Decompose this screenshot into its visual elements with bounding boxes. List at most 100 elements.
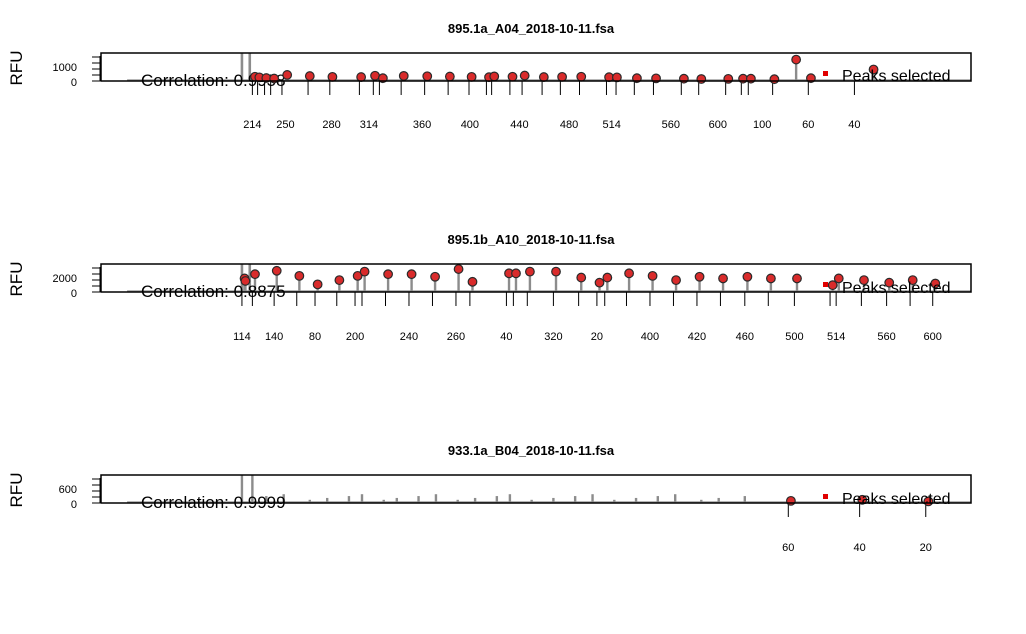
panel-1-size-label: 440 — [510, 119, 528, 131]
panel-2-size-label: 460 — [736, 331, 754, 343]
panel-1-peak-marker — [868, 64, 879, 75]
panel-2-size-label: 40 — [500, 331, 512, 343]
panel-1-peak-marker — [444, 71, 455, 82]
panel-2-size-label: 260 — [447, 331, 465, 343]
panel-3-ytick-zero: 0 — [71, 499, 77, 511]
panel-2-peak-marker — [624, 268, 634, 279]
panel-3-yaxis — [92, 478, 101, 504]
panel-1-size-label: 60 — [802, 119, 814, 131]
panel-2-size-label: 420 — [688, 331, 706, 343]
panel-1-size-label: 600 — [709, 119, 727, 131]
panel-2-peak-marker — [430, 271, 440, 282]
panel-2-peak-marker — [525, 266, 535, 277]
panel-3-peak-marker — [786, 495, 796, 506]
panel-1-peaks — [250, 54, 879, 85]
panel-2-legend: Peaks selected — [823, 280, 951, 297]
panel-2-size-label: 514 — [827, 331, 845, 343]
panel-1-legend-marker — [823, 71, 828, 76]
panel-2-peak-marker — [718, 273, 728, 284]
panel-2-peak-marker — [694, 271, 705, 282]
panel-2: 895.1b_A10_2018-10-11.fsa RFU 2000 0 114… — [7, 232, 972, 343]
panel-1-size-label: 250 — [276, 119, 294, 131]
panel-1-peak-marker — [696, 74, 707, 84]
panel-2-size-label: 80 — [309, 331, 321, 343]
panel-1-peak-marker — [576, 71, 587, 82]
panel-2-peak-marker — [930, 278, 941, 289]
panel-2-peak-marker — [511, 268, 521, 279]
panel-2-size-label: 114 — [233, 331, 251, 343]
panel-2-peak-marker — [453, 264, 464, 274]
panel-2-peak-marker — [250, 269, 260, 280]
panel-3-size-labels: 60 40 20 — [782, 542, 932, 554]
panel-2-peak-marker — [312, 279, 323, 290]
panel-2-size-label: 600 — [924, 331, 942, 343]
panel-2-peak-marker — [827, 280, 838, 291]
panel-1-peak-marker — [327, 71, 338, 82]
panel-3-ytick-high: 600 — [59, 484, 77, 496]
panel-2-peak-marker — [334, 275, 345, 286]
panel-2-ylabel: RFU — [7, 262, 26, 297]
panel-2-ytick-high: 2000 — [53, 273, 77, 285]
panel-1-peak-marker — [422, 71, 433, 82]
panel-2-peak-marker — [792, 273, 802, 284]
panel-1-peak-marker — [557, 71, 567, 82]
panel-1-peak-marker — [466, 71, 477, 82]
panel-2-peak-marker — [833, 273, 844, 284]
panel-3-legend: Peaks selected — [823, 491, 951, 508]
panel-1-peak-marker — [791, 54, 802, 65]
panel-3-trace — [127, 475, 971, 503]
panel-2-yaxis — [92, 267, 101, 293]
panel-3-title: 933.1a_B04_2018-10-11.fsa — [448, 443, 615, 458]
panel-2-legend-label: Peaks selected — [842, 280, 951, 297]
panel-2-frame — [100, 263, 972, 293]
panel-2-size-label: 400 — [641, 331, 659, 343]
panel-2-peak-marker — [602, 272, 613, 283]
panel-1-peak-marker — [723, 73, 734, 84]
panel-1-size-ticks — [251, 81, 855, 95]
panel-1: 895.1a_A04_2018-10-11.fsa RFU 1000 0 214… — [7, 21, 972, 131]
panel-1-size-label: 480 — [560, 119, 578, 131]
panel-2-peak-marker — [647, 270, 658, 281]
panel-2-peak-marker — [742, 271, 753, 282]
panel-3-legend-marker — [823, 494, 828, 499]
panel-1-ytick-high: 1000 — [53, 62, 77, 74]
panel-1-peak-marker — [398, 70, 409, 81]
panel-1-size-label: 214 — [243, 119, 261, 131]
panel-1-size-label: 40 — [848, 119, 860, 131]
panel-2-peak-marker — [352, 270, 363, 281]
panel-2-peak-marker — [594, 277, 605, 288]
panel-3-size-label: 60 — [782, 542, 794, 554]
panel-2-peak-marker — [576, 272, 587, 283]
panel-2-size-ticks — [241, 292, 934, 306]
panel-1-size-label: 560 — [662, 119, 680, 131]
panel-2-size-label: 140 — [265, 331, 283, 343]
panel-1-size-labels: 214 250 280 314 360 400 440 480 514 560 600 100 60 40 — [243, 119, 860, 131]
panel-1-peak-marker — [282, 70, 293, 80]
panel-3-size-label: 20 — [920, 542, 932, 554]
panel-2-peak-marker — [467, 276, 478, 287]
panel-3-frame — [100, 474, 972, 504]
panel-1-peak-marker — [519, 70, 530, 81]
panel-2-legend-marker — [823, 282, 828, 287]
panel-2-size-label: 500 — [785, 331, 803, 343]
panel-2-peak-marker — [671, 275, 681, 286]
panel-2-peaks — [239, 264, 941, 291]
panel-1-peak-marker — [304, 71, 315, 81]
panel-1-peak-marker — [489, 71, 500, 82]
panel-3-legend-label: Peaks selected — [842, 491, 951, 508]
panel-1-peak-marker — [356, 72, 367, 82]
panel-2-peak-marker — [383, 269, 394, 280]
panel-1-peak-marker — [507, 71, 518, 82]
panel-3-ylabel: RFU — [7, 473, 26, 508]
panel-2-peak-marker — [240, 276, 251, 286]
panel-3-size-label: 40 — [854, 542, 866, 554]
panel-1-peak-marker — [538, 72, 549, 82]
panel-1-peak-marker — [769, 74, 780, 85]
panel-2-peak-marker — [859, 275, 869, 286]
panel-2-peak-marker — [884, 277, 895, 288]
panel-2-title: 895.1b_A10_2018-10-11.fsa — [448, 232, 616, 247]
panel-2-size-labels: 114 140 80 200 240 260 40 320 20 400 420 460 500 514 5… — [233, 331, 942, 343]
panel-1-size-label: 400 — [461, 119, 479, 131]
panel-2-peak-marker — [907, 275, 918, 286]
panel-1-size-label: 280 — [322, 119, 340, 131]
